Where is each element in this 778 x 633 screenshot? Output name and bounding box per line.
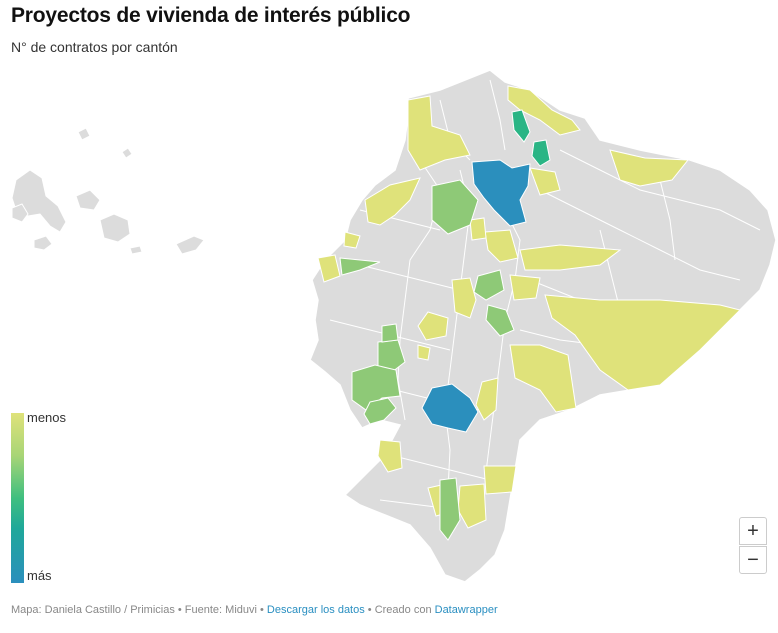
canton-zamora xyxy=(483,465,517,495)
canton-santo-domingo xyxy=(431,179,479,235)
zoom-in-button[interactable]: + xyxy=(739,517,767,545)
canton-esmeraldas xyxy=(407,95,471,171)
canton-canar xyxy=(475,377,499,421)
zoom-out-button[interactable]: − xyxy=(739,546,767,574)
island-floreana xyxy=(33,235,53,251)
canton-tungurahua xyxy=(451,277,477,319)
island-isabela xyxy=(11,169,67,233)
color-scale-bar xyxy=(11,413,24,583)
canton-napo-west xyxy=(509,274,541,301)
island-fernandina xyxy=(11,203,29,223)
canton-guayas xyxy=(351,364,401,411)
canton-loja-south xyxy=(439,477,461,541)
footer-credits: Mapa: Daniela Castillo / Primicias • Fue… xyxy=(11,604,498,616)
galapagos-islands xyxy=(11,127,205,255)
canton-manabi-north xyxy=(317,254,341,283)
canton-quito xyxy=(471,159,531,227)
chart-title: Proyectos de vivienda de interés público xyxy=(11,4,411,27)
canton-guayaquil-island xyxy=(363,397,397,425)
ecuador-map[interactable] xyxy=(0,60,778,600)
canton-machala xyxy=(377,439,403,473)
island-marchena xyxy=(77,127,91,141)
canton-bolivar xyxy=(417,344,431,361)
canton-napo xyxy=(519,244,622,271)
created-with-text: • Creado con xyxy=(364,604,435,616)
canton-coast-north xyxy=(364,177,421,226)
canton-los-rios xyxy=(473,269,505,301)
island-santa-cruz xyxy=(99,213,131,243)
chart-subtitle: N° de contratos por cantón xyxy=(11,39,178,55)
canton-imbabura-north xyxy=(511,109,531,143)
island-santiago xyxy=(75,189,101,211)
download-data-link[interactable]: Descargar los datos xyxy=(266,604,365,616)
mainland-base xyxy=(309,69,777,583)
canton-pichincha-east xyxy=(469,217,487,241)
datawrapper-link[interactable]: Datawrapper xyxy=(434,604,498,616)
canton-pastaza-east xyxy=(544,294,741,391)
legend-max-label: más xyxy=(27,568,52,583)
canton-imbabura-south xyxy=(531,139,551,167)
canton-chimborazo xyxy=(417,311,449,341)
canton-cascales xyxy=(609,149,690,187)
canton-morona xyxy=(509,344,577,413)
legend-min-label: menos xyxy=(27,410,67,425)
island-genovesa xyxy=(121,147,133,159)
canton-quijos xyxy=(529,167,561,196)
island-san-cristobal xyxy=(175,235,205,255)
canton-cotopaxi-a xyxy=(484,229,519,263)
highlighted-cantons[interactable] xyxy=(317,85,741,541)
canton-cuenca xyxy=(421,383,479,433)
island-espanola xyxy=(129,245,143,255)
credit-text: Mapa: Daniela Castillo / Primicias • Fue… xyxy=(11,604,267,616)
canton-santa-elena xyxy=(381,323,399,343)
canton-santo-domingo-small xyxy=(343,231,361,249)
canton-north-sucumbios xyxy=(507,85,581,136)
canton-bolivar-2 xyxy=(485,304,515,337)
canton-manabi-west xyxy=(339,257,381,276)
